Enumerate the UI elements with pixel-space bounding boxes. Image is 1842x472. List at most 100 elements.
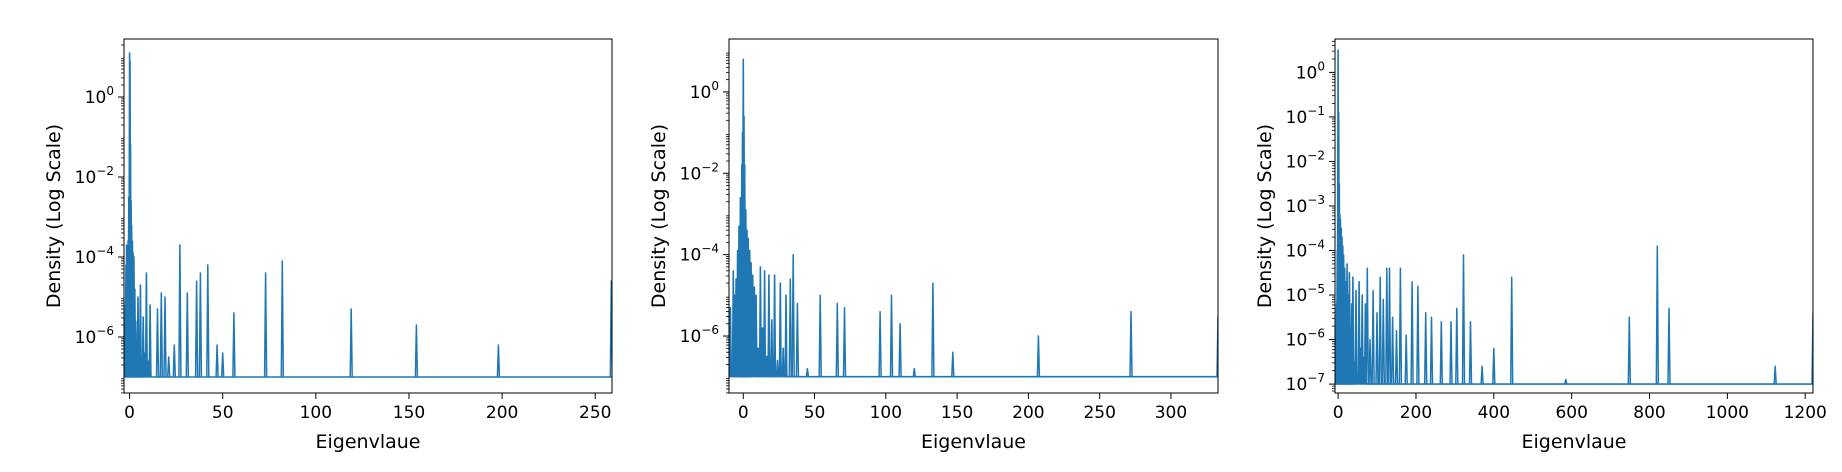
density-spike [1655, 245, 1660, 385]
density-spike [1449, 321, 1453, 385]
x-tick-label: 600 [1555, 403, 1587, 423]
density-spike [1378, 276, 1382, 385]
y-tick-base: 10 [1286, 242, 1308, 262]
y-tick-label: 10−4 [75, 244, 114, 268]
y-tick-label: 10−6 [680, 323, 719, 347]
density-spike [931, 282, 935, 377]
y-tick-base: 10 [85, 88, 107, 108]
density-spike [1404, 334, 1408, 385]
y-tick-label: 10−6 [1286, 327, 1325, 351]
x-tick-label: 100 [300, 403, 332, 423]
density-spike [795, 302, 800, 377]
x-tick-label: 0 [738, 403, 749, 423]
x-tick-label: 200 [1400, 403, 1432, 423]
density-spike [878, 310, 882, 377]
y-tick-base: 10 [1286, 197, 1308, 217]
density-spike [1509, 276, 1514, 385]
density-spike [835, 302, 840, 377]
chart-panel-1: 0 50 100 150 200 25010010−210−410−6Eigenvlaue… [43, 38, 613, 453]
density-spike [1627, 316, 1632, 385]
y-tick-exponent: −4 [1307, 238, 1325, 252]
y-tick-base: 10 [680, 164, 702, 184]
x-tick-label: 800 [1633, 403, 1665, 423]
y-tick-exponent: 0 [106, 84, 114, 98]
density-spike [842, 306, 847, 377]
chart-panel-2: 0 50 100 150 200 250 30010010−210−410−6Eigenvl… [648, 38, 1219, 453]
y-tick-label: 10−6 [75, 324, 114, 348]
y-tick-exponent: −6 [1307, 327, 1325, 341]
y-axis-label: Density (Log Scale) [648, 124, 670, 308]
y-tick-base: 10 [1296, 63, 1318, 83]
y-axis-label: Density (Log Scale) [43, 124, 65, 308]
y-tick-label: 10−2 [1286, 148, 1325, 172]
density-spike [1423, 312, 1428, 385]
y-tick-label: 10−4 [680, 242, 719, 266]
x-tick-label: 250 [579, 403, 611, 423]
density-spike [1371, 289, 1375, 385]
density-spike [1385, 267, 1389, 385]
density-spike [805, 367, 810, 377]
density-spike [1811, 312, 1813, 385]
y-tick-label: 10−1 [1286, 104, 1325, 128]
x-tick-label: 300 [1155, 403, 1187, 423]
y-tick-base: 10 [75, 328, 97, 348]
density-spike [155, 308, 160, 378]
chart-panel-3: 0 200 400 600 800 1000 120010010−110−210−310−4… [1254, 38, 1827, 453]
density-spike [166, 356, 171, 378]
density-spike [1398, 267, 1403, 385]
density-spike [1667, 307, 1671, 385]
density-spike [1390, 316, 1395, 385]
density-spike [280, 260, 285, 378]
density-spike [791, 253, 795, 377]
x-tick-label: 150 [941, 403, 973, 423]
bulk-spectrum-line [124, 52, 152, 378]
density-spike [220, 352, 225, 378]
x-tick-label: 0 [1333, 403, 1344, 423]
density-spike [889, 294, 894, 377]
density-spike [818, 294, 822, 377]
density-spike [1365, 267, 1370, 385]
density-spike [1381, 298, 1386, 385]
y-tick-exponent: −4 [701, 242, 719, 256]
y-tick-label: 10−4 [1286, 238, 1325, 262]
x-tick-label: 50 [804, 403, 826, 423]
x-axis-label: Eigenvlaue [316, 431, 421, 453]
x-tick-label: 200 [486, 403, 518, 423]
density-spike [1394, 329, 1399, 385]
density-spike [1416, 285, 1420, 385]
y-tick-base: 10 [690, 83, 712, 103]
y-tick-exponent: −1 [1307, 104, 1325, 118]
density-spike [496, 344, 501, 378]
x-tick-label: 400 [1478, 403, 1510, 423]
density-spike [349, 308, 353, 378]
density-spike [1773, 365, 1777, 385]
density-spike [178, 244, 182, 378]
density-spike [788, 278, 793, 377]
y-tick-exponent: −4 [96, 244, 114, 258]
y-tick-exponent: 0 [711, 79, 719, 93]
x-tick-label: 150 [393, 403, 425, 423]
y-tick-base: 10 [680, 327, 702, 347]
bulk-spectrum-line [729, 58, 788, 378]
x-tick-label: 0 [124, 403, 135, 423]
y-tick-exponent: −6 [701, 323, 719, 337]
plot-frame [123, 38, 613, 394]
density-spike [198, 272, 203, 378]
x-tick-label: 50 [212, 403, 234, 423]
y-tick-base: 10 [1286, 152, 1308, 172]
density-spike [1129, 310, 1133, 377]
y-tick-exponent: −2 [701, 160, 719, 174]
density-spike [1461, 254, 1466, 385]
density-spike [263, 272, 268, 378]
density-spike [912, 367, 917, 377]
density-spike [1564, 378, 1568, 385]
density-spike [1387, 267, 1392, 385]
y-tick-label: 10−3 [1286, 193, 1325, 217]
y-tick-base: 10 [1286, 331, 1308, 351]
density-spike [1036, 335, 1041, 377]
density-spike [1492, 347, 1496, 385]
density-spike [951, 351, 955, 377]
density-spike [1429, 316, 1434, 385]
density-spike [898, 323, 902, 377]
x-axis-label: Eigenvlaue [921, 431, 1026, 453]
